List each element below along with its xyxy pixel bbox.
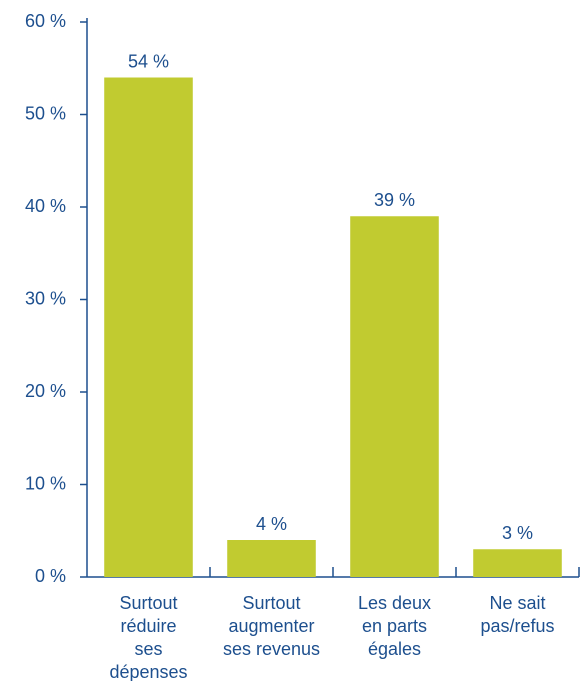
x-tick-label: Les deux bbox=[358, 593, 431, 613]
bar bbox=[104, 77, 193, 577]
bar bbox=[473, 549, 562, 577]
y-tick-label: 40 % bbox=[25, 196, 66, 216]
x-tick-label: en parts bbox=[362, 616, 427, 636]
y-tick-label: 50 % bbox=[25, 103, 66, 123]
x-tick-label: Surtout bbox=[242, 593, 300, 613]
bar bbox=[350, 216, 439, 577]
x-tick-label: dépenses bbox=[109, 662, 187, 681]
x-tick-label: ses revenus bbox=[223, 639, 320, 659]
y-tick-label: 0 % bbox=[35, 566, 66, 586]
x-tick-label: pas/refus bbox=[480, 616, 554, 636]
x-tick-label: ses bbox=[134, 639, 162, 659]
y-tick-label: 20 % bbox=[25, 381, 66, 401]
value-label: 54 % bbox=[128, 51, 169, 71]
bar bbox=[227, 540, 316, 577]
x-tick-label: égales bbox=[368, 639, 421, 659]
y-tick-label: 10 % bbox=[25, 473, 66, 493]
value-label: 4 % bbox=[256, 514, 287, 534]
x-tick-label: Ne sait bbox=[489, 593, 545, 613]
value-label: 39 % bbox=[374, 190, 415, 210]
x-tick-label: réduire bbox=[120, 616, 176, 636]
x-tick-label: augmenter bbox=[228, 616, 314, 636]
y-tick-label: 60 % bbox=[25, 11, 66, 31]
y-tick-label: 30 % bbox=[25, 288, 66, 308]
x-tick-label: Surtout bbox=[119, 593, 177, 613]
value-label: 3 % bbox=[502, 523, 533, 543]
